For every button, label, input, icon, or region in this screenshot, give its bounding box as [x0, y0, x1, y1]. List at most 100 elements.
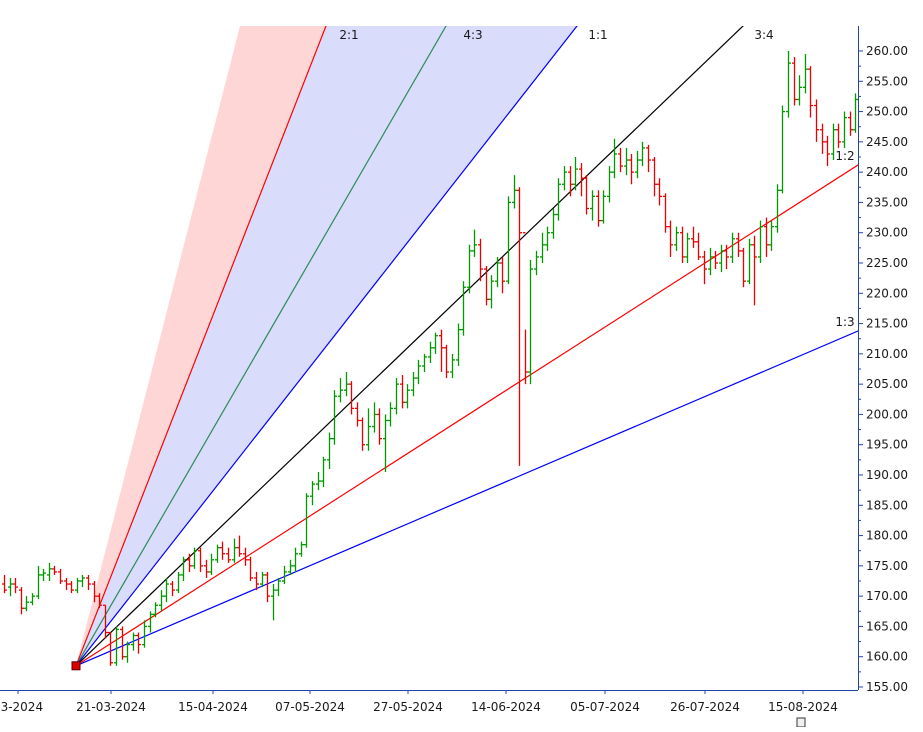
ohlc-bar	[103, 604, 108, 639]
y-tick-label: 200.00	[866, 407, 908, 421]
ohlc-bar	[808, 66, 813, 118]
ohlc-bar	[41, 568, 46, 581]
ohlc-bar	[484, 266, 489, 306]
ohlc-bar	[624, 147, 629, 176]
ohlc-bar	[153, 602, 158, 618]
ohlc-bar	[568, 166, 573, 197]
ohlc-bar	[601, 190, 606, 224]
ohlc-bar	[8, 577, 13, 597]
fan-label-3-4: 3:4	[754, 28, 773, 42]
ohlc-bar	[372, 402, 377, 433]
ohlc-bar	[80, 574, 85, 588]
scroll-handle[interactable]	[796, 717, 806, 728]
ohlc-bar	[758, 220, 763, 263]
ohlc-bar	[349, 381, 354, 415]
ohlc-bar	[13, 577, 18, 594]
ohlc-bar	[825, 135, 830, 167]
ohlc-bar	[86, 574, 91, 591]
ohlc-bar	[69, 581, 74, 594]
ohlc-bar	[394, 378, 399, 415]
ohlc-bar	[780, 105, 785, 194]
ohlc-bar	[461, 281, 466, 336]
ohlc-bar	[215, 544, 220, 563]
ohlc-bar	[797, 75, 802, 106]
ohlc-bar	[293, 547, 298, 572]
ohlc-bar	[411, 372, 416, 397]
ohlc-bar	[338, 378, 343, 403]
ohlc-bar	[506, 196, 511, 285]
ohlc-bar	[237, 535, 242, 557]
ohlc-bar	[232, 538, 237, 563]
x-tick-label: 03-2024	[0, 700, 43, 714]
ohlc-bar	[489, 275, 494, 309]
y-tick-label: 185.00	[866, 498, 908, 512]
ohlc-bar	[814, 99, 819, 142]
ohlc-bar	[747, 238, 752, 285]
y-tick-label: 230.00	[866, 226, 908, 240]
x-tick-label: 27-05-2024	[373, 700, 443, 714]
ohlc-bar	[842, 111, 847, 148]
ohlc-bar	[674, 226, 679, 251]
y-tick-label: 170.00	[866, 589, 908, 603]
ohlc-bar	[495, 256, 500, 288]
fan-label-1-3: 1:3	[835, 315, 854, 329]
x-tick-label: 21-03-2024	[76, 700, 146, 714]
ohlc-bar	[702, 250, 707, 285]
ohlc-bar	[668, 220, 673, 257]
ohlc-bar	[377, 408, 382, 445]
ohlc-bar	[556, 178, 561, 221]
y-tick-label: 240.00	[866, 165, 908, 179]
fan-label-2-1: 2:1	[339, 28, 358, 42]
ohlc-bar	[19, 587, 24, 615]
ohlc-bar	[741, 247, 746, 288]
ohlc-bar	[803, 54, 808, 94]
y-tick-label: 220.00	[866, 286, 908, 300]
ohlc-bar	[170, 581, 175, 597]
ohlc-bar	[271, 584, 276, 621]
ohlc-bar	[629, 153, 634, 185]
fan-label-1-2: 1:2	[835, 149, 854, 163]
ohlc-bar	[691, 226, 696, 248]
ohlc-bar	[344, 372, 349, 397]
x-tick-label: 05-07-2024	[570, 700, 640, 714]
ohlc-bar	[321, 456, 326, 488]
ohlc-bar	[265, 571, 270, 603]
fan-label-4-3: 4:3	[463, 28, 482, 42]
ohlc-bar	[646, 144, 651, 173]
y-tick-label: 225.00	[866, 256, 908, 270]
ohlc-bar	[192, 547, 197, 569]
ohlc-bar	[131, 632, 136, 651]
y-tick-label: 260.00	[866, 44, 908, 58]
fan-label-1-1: 1:1	[588, 28, 607, 42]
y-tick-label: 195.00	[866, 438, 908, 452]
ohlc-bar	[764, 217, 769, 257]
ohlc-bar	[108, 631, 113, 666]
ohlc-bar	[512, 175, 517, 209]
ohlc-bar	[136, 632, 141, 654]
ohlc-bar	[120, 626, 125, 660]
ohlc-bar	[2, 574, 7, 594]
x-tick-label: 26-07-2024	[670, 700, 740, 714]
ohlc-bar	[853, 93, 858, 133]
ohlc-bar	[831, 123, 836, 161]
ohlc-bar	[590, 190, 595, 221]
y-tick-label: 255.00	[866, 74, 908, 88]
ohlc-bar	[64, 577, 69, 591]
ohlc-bar	[736, 232, 741, 257]
y-tick-label: 210.00	[866, 347, 908, 361]
y-tick-label: 215.00	[866, 317, 908, 331]
ohlc-bar	[181, 556, 186, 581]
ohlc-bar	[52, 565, 57, 575]
ohlc-bar	[450, 353, 455, 379]
pivot-marker[interactable]	[71, 661, 81, 671]
ohlc-bar	[439, 329, 444, 373]
ohlc-bar	[652, 157, 657, 197]
ohlc-bar	[836, 123, 841, 148]
ohlc-bar	[657, 178, 662, 206]
ohlc-bar	[58, 568, 63, 585]
ohlc-bar	[584, 175, 589, 215]
ohlc-bar	[24, 596, 29, 612]
ohlc-bar	[820, 123, 825, 154]
